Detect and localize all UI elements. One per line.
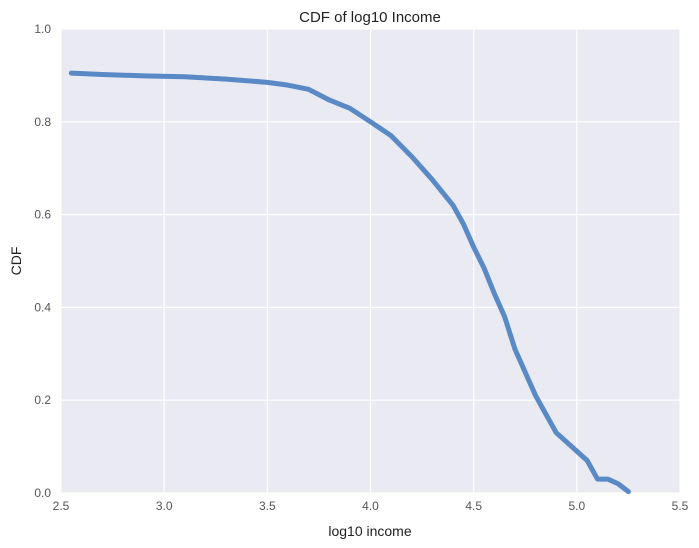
y-tick-label: 0.8 [34,115,51,129]
x-tick-label: 4.5 [465,499,482,513]
x-tick-label: 5.0 [568,499,585,513]
chart-title: CDF of log10 Income [299,9,441,26]
y-tick-label: 0.2 [34,393,51,407]
x-tick-label: 3.0 [156,499,173,513]
y-axis-label: CDF [8,247,24,276]
y-tick-label: 1.0 [34,22,51,36]
x-axis-label: log10 income [328,523,411,539]
y-tick-labels: 0.0 0.2 0.4 0.6 0.8 1.0 [34,22,51,500]
x-tick-label: 4.0 [362,499,379,513]
y-tick-label: 0.0 [34,486,51,500]
cdf-line [68,70,631,495]
y-tick-label: 0.4 [34,300,51,314]
x-tick-label: 5.5 [672,499,689,513]
x-tick-label: 3.5 [259,499,276,513]
y-tick-label: 0.6 [34,208,51,222]
grid-lines [60,28,681,494]
x-tick-label: 2.5 [53,499,70,513]
x-tick-labels: 2.5 3.0 3.5 4.0 4.5 5.0 5.5 [53,499,689,513]
